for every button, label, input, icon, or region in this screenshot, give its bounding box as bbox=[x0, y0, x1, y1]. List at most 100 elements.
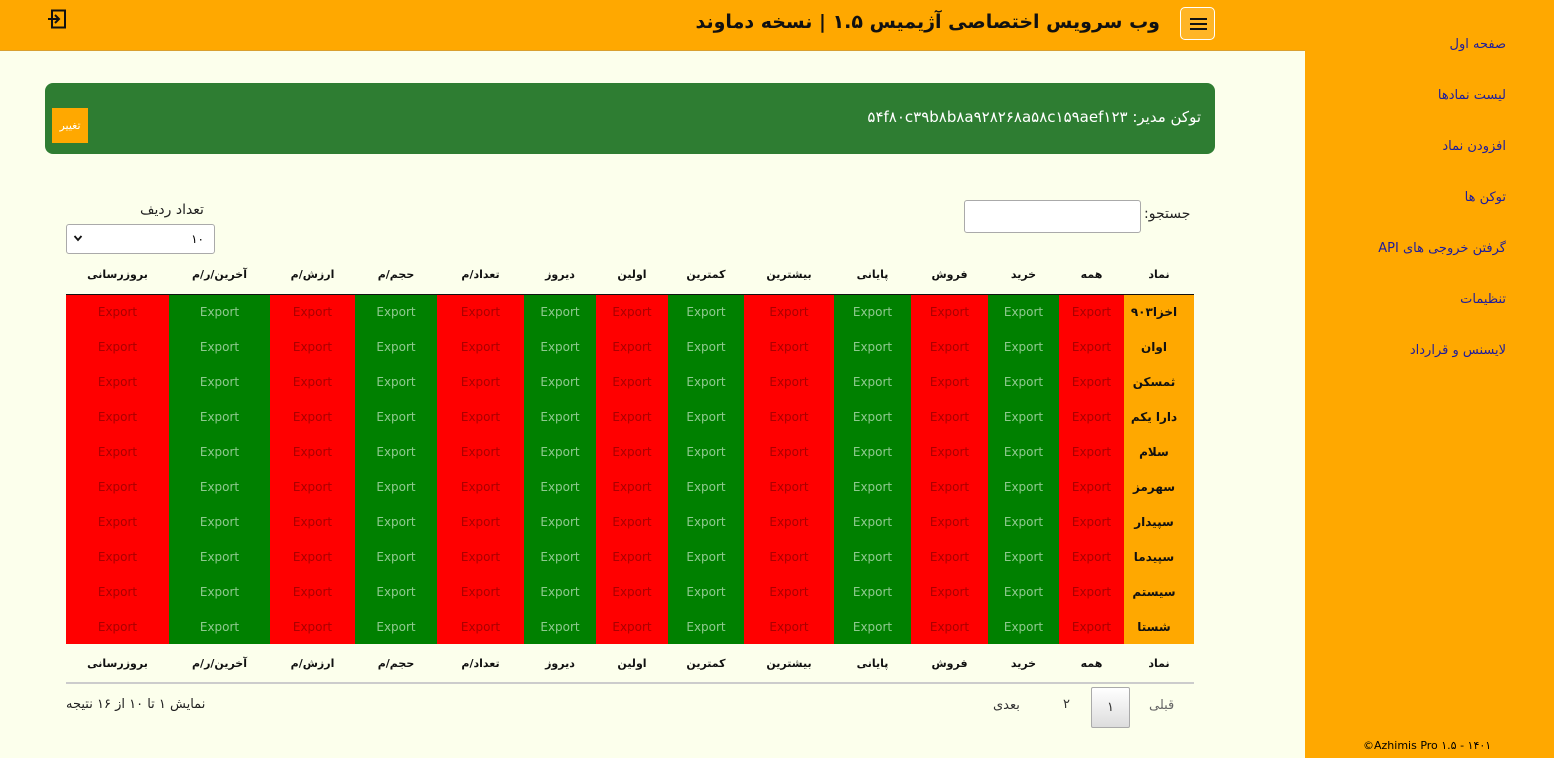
export-link[interactable]: Export bbox=[596, 469, 668, 504]
menu-toggle-button[interactable] bbox=[1180, 7, 1215, 40]
export-link[interactable]: Export bbox=[355, 434, 437, 469]
change-token-button[interactable]: تغییر bbox=[52, 108, 88, 143]
export-link[interactable]: Export bbox=[66, 504, 169, 539]
export-link[interactable]: Export bbox=[270, 504, 355, 539]
export-link[interactable]: Export bbox=[744, 364, 834, 399]
export-link[interactable]: Export bbox=[1059, 469, 1124, 504]
export-link[interactable]: Export bbox=[596, 294, 668, 329]
export-link[interactable]: Export bbox=[66, 399, 169, 434]
column-footer[interactable]: نماد bbox=[1124, 644, 1194, 684]
export-link[interactable]: Export bbox=[668, 364, 744, 399]
column-header[interactable]: دیروز bbox=[524, 255, 596, 295]
export-link[interactable]: Export bbox=[270, 399, 355, 434]
column-header[interactable]: ارزش/م bbox=[270, 255, 355, 295]
export-link[interactable]: Export bbox=[668, 504, 744, 539]
export-link[interactable]: Export bbox=[355, 294, 437, 329]
export-link[interactable]: Export bbox=[668, 399, 744, 434]
export-link[interactable]: Export bbox=[270, 469, 355, 504]
export-link[interactable]: Export bbox=[988, 364, 1059, 399]
export-link[interactable]: Export bbox=[437, 504, 524, 539]
export-link[interactable]: Export bbox=[596, 434, 668, 469]
export-link[interactable]: Export bbox=[355, 539, 437, 574]
export-link[interactable]: Export bbox=[988, 469, 1059, 504]
column-footer[interactable]: فروش bbox=[911, 644, 988, 684]
export-link[interactable]: Export bbox=[169, 329, 270, 364]
sidebar-item-settings[interactable]: تنظیمات bbox=[1460, 292, 1506, 307]
export-link[interactable]: Export bbox=[437, 539, 524, 574]
column-footer[interactable]: تعداد/م bbox=[437, 644, 524, 684]
export-link[interactable]: Export bbox=[1059, 609, 1124, 644]
sidebar-item-symbol-list[interactable]: لیست نمادها bbox=[1437, 88, 1506, 103]
export-link[interactable]: Export bbox=[169, 609, 270, 644]
export-link[interactable]: Export bbox=[524, 539, 596, 574]
export-link[interactable]: Export bbox=[988, 434, 1059, 469]
export-link[interactable]: Export bbox=[668, 574, 744, 609]
export-link[interactable]: Export bbox=[744, 329, 834, 364]
export-link[interactable]: Export bbox=[1059, 504, 1124, 539]
sidebar-item-api-export[interactable]: گرفتن خروجی های API bbox=[1378, 241, 1506, 256]
export-link[interactable]: Export bbox=[988, 609, 1059, 644]
sidebar-item-license[interactable]: لایسنس و قرارداد bbox=[1409, 343, 1506, 358]
export-link[interactable]: Export bbox=[988, 574, 1059, 609]
export-link[interactable]: Export bbox=[524, 294, 596, 329]
column-footer[interactable]: حجم/م bbox=[355, 644, 437, 684]
column-header[interactable]: خرید bbox=[988, 255, 1059, 295]
export-link[interactable]: Export bbox=[834, 294, 911, 329]
logout-icon[interactable] bbox=[47, 9, 67, 29]
column-footer[interactable]: بروزرسانی bbox=[66, 644, 169, 684]
export-link[interactable]: Export bbox=[911, 399, 988, 434]
export-link[interactable]: Export bbox=[1059, 399, 1124, 434]
export-link[interactable]: Export bbox=[524, 469, 596, 504]
export-link[interactable]: Export bbox=[911, 609, 988, 644]
export-link[interactable]: Export bbox=[66, 364, 169, 399]
export-link[interactable]: Export bbox=[437, 574, 524, 609]
column-footer[interactable]: دیروز bbox=[524, 644, 596, 684]
export-link[interactable]: Export bbox=[834, 609, 911, 644]
search-input[interactable] bbox=[964, 200, 1141, 233]
export-link[interactable]: Export bbox=[834, 434, 911, 469]
export-link[interactable]: Export bbox=[596, 539, 668, 574]
export-link[interactable]: Export bbox=[834, 504, 911, 539]
export-link[interactable]: Export bbox=[744, 399, 834, 434]
column-header[interactable]: نماد bbox=[1124, 255, 1194, 295]
export-link[interactable]: Export bbox=[834, 329, 911, 364]
export-link[interactable]: Export bbox=[169, 574, 270, 609]
column-footer[interactable]: ارزش/م bbox=[270, 644, 355, 684]
export-link[interactable]: Export bbox=[911, 469, 988, 504]
export-link[interactable]: Export bbox=[66, 434, 169, 469]
export-link[interactable]: Export bbox=[834, 469, 911, 504]
export-link[interactable]: Export bbox=[270, 539, 355, 574]
column-footer[interactable]: پایانی bbox=[834, 644, 911, 684]
pagination-prev-button[interactable]: قبلی bbox=[1149, 698, 1175, 713]
column-header[interactable]: پایانی bbox=[834, 255, 911, 295]
export-link[interactable]: Export bbox=[596, 364, 668, 399]
export-link[interactable]: Export bbox=[1059, 329, 1124, 364]
export-link[interactable]: Export bbox=[524, 364, 596, 399]
export-link[interactable]: Export bbox=[911, 329, 988, 364]
export-link[interactable]: Export bbox=[66, 469, 169, 504]
export-link[interactable]: Export bbox=[355, 399, 437, 434]
sidebar-item-tokens[interactable]: توکن ها bbox=[1464, 190, 1506, 205]
export-link[interactable]: Export bbox=[834, 399, 911, 434]
export-link[interactable]: Export bbox=[355, 329, 437, 364]
column-footer[interactable]: همه bbox=[1059, 644, 1124, 684]
export-link[interactable]: Export bbox=[911, 434, 988, 469]
export-link[interactable]: Export bbox=[668, 609, 744, 644]
export-link[interactable]: Export bbox=[988, 504, 1059, 539]
sidebar-item-add-symbol[interactable]: افزودن نماد bbox=[1442, 139, 1506, 154]
export-link[interactable]: Export bbox=[1059, 574, 1124, 609]
export-link[interactable]: Export bbox=[744, 434, 834, 469]
export-link[interactable]: Export bbox=[524, 329, 596, 364]
export-link[interactable]: Export bbox=[1059, 434, 1124, 469]
export-link[interactable]: Export bbox=[1059, 364, 1124, 399]
export-link[interactable]: Export bbox=[169, 399, 270, 434]
export-link[interactable]: Export bbox=[169, 469, 270, 504]
export-link[interactable]: Export bbox=[66, 539, 169, 574]
export-link[interactable]: Export bbox=[596, 609, 668, 644]
pagination-page-2[interactable]: ۲ bbox=[1063, 697, 1070, 712]
column-footer[interactable]: خرید bbox=[988, 644, 1059, 684]
pagination-page-1[interactable]: ۱ bbox=[1091, 687, 1130, 728]
export-link[interactable]: Export bbox=[668, 294, 744, 329]
column-header[interactable]: حجم/م bbox=[355, 255, 437, 295]
export-link[interactable]: Export bbox=[437, 434, 524, 469]
